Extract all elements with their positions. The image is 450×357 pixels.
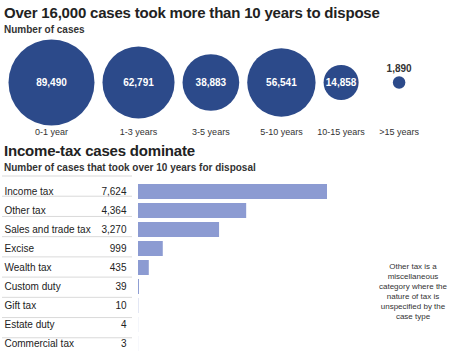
svg-text:>15 years: >15 years	[379, 127, 419, 137]
svg-text:1-3 years: 1-3 years	[120, 127, 158, 137]
svg-text:3,270: 3,270	[101, 224, 126, 235]
svg-text:999: 999	[110, 243, 127, 254]
svg-text:Gift tax: Gift tax	[5, 300, 37, 311]
svg-text:Commercial tax: Commercial tax	[5, 338, 74, 349]
svg-text:5-10 years: 5-10 years	[260, 127, 303, 137]
svg-text:Sales and trade tax: Sales and trade tax	[5, 224, 91, 235]
svg-text:62,791: 62,791	[123, 77, 154, 88]
html-text:Over 16,000 cases took more th: Over 16,000 cases took more than 10 year…	[4, 4, 380, 21]
svg-text:Custom duty: Custom duty	[5, 281, 61, 292]
html-text:Number of cases that took over: Number of cases that took over 10 years …	[4, 162, 256, 173]
svg-text:7,624: 7,624	[101, 186, 126, 197]
html-text:Number of cases: Number of cases	[4, 24, 85, 35]
svg-text:10-15 years: 10-15 years	[317, 127, 365, 137]
svg-text:1,890: 1,890	[387, 63, 412, 74]
svg-text:4,364: 4,364	[101, 205, 126, 216]
svg-text:0-1 year: 0-1 year	[35, 127, 68, 137]
html-text:Other tax is a miscellaneous c: Other tax is a miscellaneous category wh…	[379, 262, 447, 321]
svg-text:89,490: 89,490	[36, 77, 67, 88]
svg-text:4: 4	[121, 319, 127, 330]
svg-text:Other tax: Other tax	[5, 205, 46, 216]
svg-text:3-5 years: 3-5 years	[192, 127, 230, 137]
svg-text:Income tax: Income tax	[5, 186, 54, 197]
svg-text:Excise: Excise	[5, 243, 35, 254]
svg-text:56,541: 56,541	[266, 77, 297, 88]
svg-text:39: 39	[115, 281, 127, 292]
svg-text:38,883: 38,883	[196, 77, 227, 88]
svg-text:10: 10	[115, 300, 127, 311]
svg-text:Estate duty: Estate duty	[5, 319, 55, 330]
svg-text:14,858: 14,858	[326, 77, 357, 88]
svg-text:Wealth tax: Wealth tax	[5, 262, 52, 273]
html-text:Income-tax cases dominate: Income-tax cases dominate	[4, 142, 195, 159]
svg-text:3: 3	[121, 338, 127, 349]
svg-text:435: 435	[110, 262, 127, 273]
